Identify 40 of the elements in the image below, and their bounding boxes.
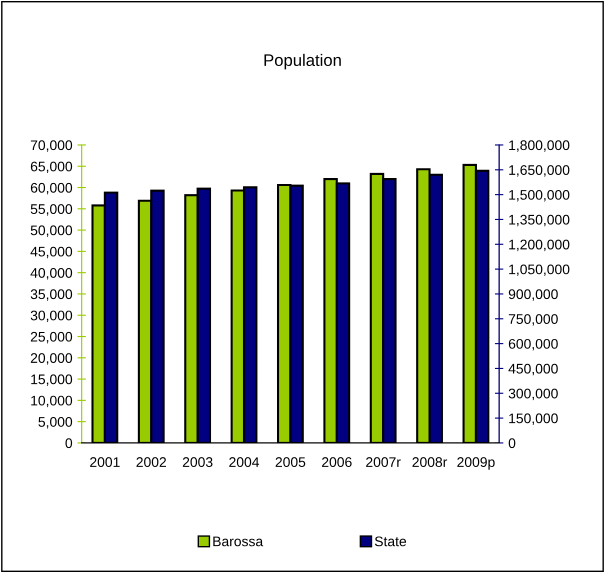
y2-tick-label: 1,200,000 [509, 240, 570, 252]
y-tick-label: 45,000 [30, 246, 72, 258]
y2-tick-label: 150,000 [509, 413, 558, 425]
y-tick-label: 20,000 [30, 353, 72, 365]
y-tick-label: 70,000 [30, 140, 72, 152]
y2-tick-label: 1,350,000 [509, 214, 570, 226]
x-tick-label: 2004 [229, 457, 260, 468]
y2-tick-label: 1,800,000 [509, 140, 570, 152]
y-tick-label: 0 [65, 438, 72, 448]
y-tick-label: 5,000 [38, 416, 72, 428]
y-tick-label: 55,000 [30, 204, 72, 216]
y2-tick-label: 450,000 [508, 364, 558, 376]
y-tick-label: 15,000 [31, 374, 72, 386]
x-tick-label: 2002 [136, 457, 166, 468]
y-tick-label: 10,000 [31, 396, 72, 408]
y2-tick-label: 1,650,000 [509, 165, 570, 177]
x-tick-label: 2007r [366, 457, 401, 468]
y-tick-label: 60,000 [30, 182, 72, 194]
y-tick-label: 65,000 [30, 162, 72, 174]
x-tick-label: 2006 [322, 457, 352, 468]
y2-tick-label: 900,000 [508, 289, 558, 301]
y2-tick-label: 1,050,000 [509, 264, 570, 276]
legend-label: State [374, 536, 406, 546]
legend-label: Barossa [213, 536, 264, 546]
y2-tick-label: 600,000 [508, 338, 558, 350]
y-tick-label: 40,000 [30, 268, 72, 280]
y2-tick-label: 0 [508, 438, 516, 448]
y2-tick-label: 750,000 [508, 314, 558, 326]
x-tick-label: 2008r [412, 457, 448, 468]
x-tick-label: 2001 [90, 457, 120, 468]
x-tick-label: 2003 [182, 457, 212, 468]
x-tick-label: 2009p [457, 457, 495, 470]
y2-tick-label: 300,000 [508, 388, 558, 400]
y-tick-label: 50,000 [30, 225, 72, 237]
chart-title: Population [264, 54, 341, 70]
x-tick-label: 2005 [276, 457, 306, 468]
y-tick-label: 30,000 [30, 310, 72, 322]
y-tick-label: 25,000 [30, 332, 72, 344]
y-tick-label: 35,000 [30, 289, 72, 301]
y2-tick-label: 1,500,000 [509, 190, 570, 202]
